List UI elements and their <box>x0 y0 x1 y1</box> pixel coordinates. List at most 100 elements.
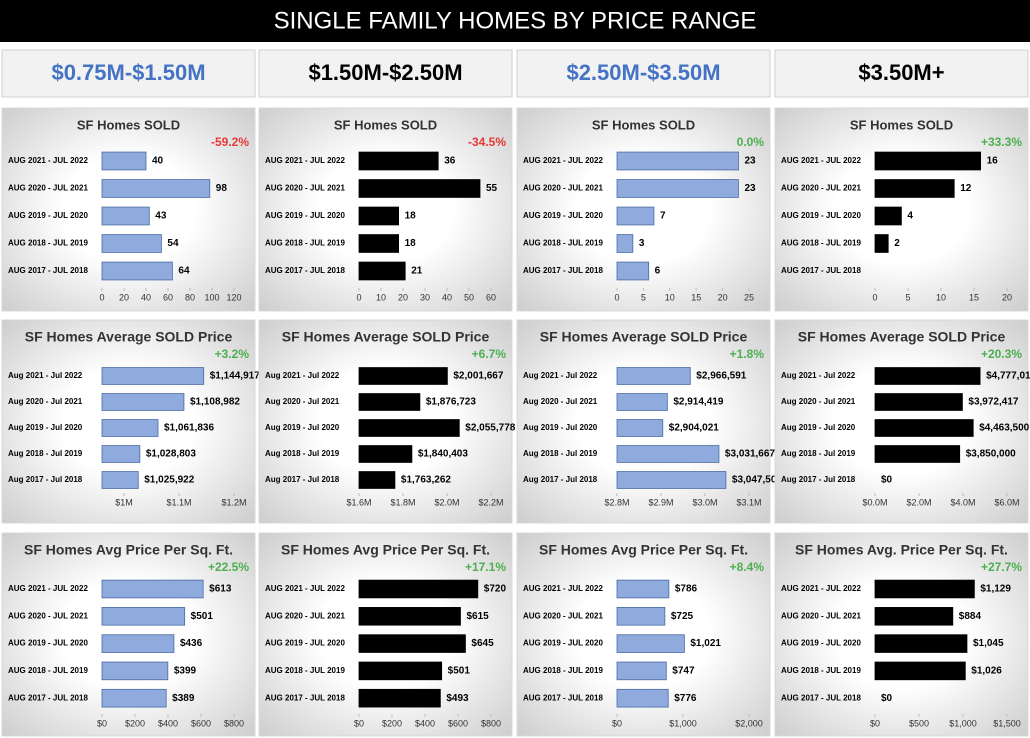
x-tick-label: $0 <box>97 718 107 728</box>
category-label: AUG 2017 - JUL 2018 <box>781 693 861 702</box>
value-label: $3,047,500 <box>732 475 782 486</box>
category-label: AUG 2018 - JUL 2019 <box>781 239 861 248</box>
value-label: 6 <box>655 266 661 277</box>
category-label: AUG 2017 - JUL 2018 <box>781 266 861 275</box>
bar <box>358 445 413 463</box>
bar <box>616 179 739 198</box>
x-tick-label: 40 <box>442 292 452 302</box>
title-bar <box>0 0 1030 42</box>
category-label: AUG 2021 - JUL 2022 <box>781 584 861 593</box>
bar <box>616 471 727 489</box>
bar <box>616 419 664 437</box>
bar <box>358 367 448 385</box>
bar <box>616 151 739 171</box>
value-label: 12 <box>960 183 972 194</box>
category-label: Aug 2018 - Jul 2019 <box>781 449 856 458</box>
x-tick-label: $600 <box>448 718 468 728</box>
bar <box>101 579 204 599</box>
category-label: AUG 2019 - JUL 2020 <box>265 639 345 648</box>
category-label: Aug 2020 - Jul 2021 <box>523 397 598 406</box>
x-tick-label: 10 <box>936 292 946 302</box>
x-tick-label: 60 <box>163 292 173 302</box>
bar <box>616 607 666 626</box>
category-label: AUG 2020 - JUL 2021 <box>8 611 88 620</box>
column-header: $0.75M-$1.50M <box>51 60 205 85</box>
bar <box>101 151 147 171</box>
bar <box>616 445 720 463</box>
value-label: $1,061,836 <box>164 423 214 434</box>
change-annotation: +22.5% <box>208 560 249 574</box>
bar <box>616 261 650 281</box>
category-label: Aug 2019 - Jul 2020 <box>8 423 83 432</box>
x-tick-label: 0 <box>872 292 877 302</box>
bar <box>874 234 889 253</box>
category-label: AUG 2017 - JUL 2018 <box>265 693 345 702</box>
bar <box>101 367 205 385</box>
value-label: $0 <box>881 475 893 486</box>
x-tick-label: 60 <box>486 292 496 302</box>
category-label: Aug 2021 - Jul 2022 <box>781 371 856 380</box>
value-label: $613 <box>209 584 232 595</box>
bar <box>616 367 691 385</box>
bar <box>874 367 981 385</box>
x-tick-label: $0 <box>612 718 622 728</box>
category-label: AUG 2017 - JUL 2018 <box>8 693 88 702</box>
category-label: AUG 2019 - JUL 2020 <box>8 211 88 220</box>
value-label: $1,840,403 <box>418 449 468 460</box>
x-tick-label: $600 <box>191 718 211 728</box>
value-label: 23 <box>744 156 756 167</box>
bar <box>616 579 670 599</box>
bar <box>101 471 139 489</box>
value-label: $1,021 <box>690 638 721 649</box>
x-tick-label: 100 <box>204 292 219 302</box>
value-label: 4 <box>907 211 913 222</box>
bar <box>874 579 975 599</box>
x-tick-label: $1,500 <box>993 718 1021 728</box>
value-label: $2,966,591 <box>696 371 746 382</box>
x-tick-label: $2.8M <box>604 497 629 507</box>
x-tick-label: $2.0M <box>906 497 931 507</box>
x-tick-label: $0 <box>870 718 880 728</box>
value-label: $720 <box>484 584 507 595</box>
bar <box>101 179 211 198</box>
value-label: 7 <box>660 211 666 222</box>
x-tick-label: 120 <box>226 292 241 302</box>
page-title: SINGLE FAMILY HOMES BY PRICE RANGE <box>274 7 757 34</box>
change-annotation: +27.7% <box>981 560 1022 574</box>
bar <box>101 607 186 626</box>
x-tick-label: $2.9M <box>648 497 673 507</box>
category-label: AUG 2018 - JUL 2019 <box>265 666 345 675</box>
chart-title: SF Homes SOLD <box>77 117 180 132</box>
column-header: $1.50M-$2.50M <box>308 60 462 85</box>
bar <box>101 419 159 437</box>
chart-title: SF Homes Average SOLD Price <box>25 329 233 345</box>
chart-title: SF Homes SOLD <box>850 117 953 132</box>
chart-title: SF Homes Avg Price Per Sq. Ft. <box>539 542 748 558</box>
x-tick-label: $200 <box>382 718 402 728</box>
bar <box>874 661 966 681</box>
category-label: AUG 2017 - JUL 2018 <box>265 266 345 275</box>
x-tick-label: $1.1M <box>166 497 191 507</box>
change-annotation: +1.8% <box>730 347 765 361</box>
x-tick-label: 20 <box>1002 292 1012 302</box>
category-label: AUG 2018 - JUL 2019 <box>523 239 603 248</box>
bar <box>616 206 655 226</box>
x-tick-label: $2.2M <box>478 497 503 507</box>
x-tick-label: $3.0M <box>692 497 717 507</box>
value-label: $3,031,667 <box>725 449 775 460</box>
chart-title: SF Homes Avg Price Per Sq. Ft. <box>281 542 490 558</box>
x-tick-label: 50 <box>464 292 474 302</box>
category-label: Aug 2017 - Jul 2018 <box>781 475 856 484</box>
value-label: $2,001,667 <box>453 371 503 382</box>
value-label: $2,904,021 <box>669 423 719 434</box>
x-tick-label: 0 <box>99 292 104 302</box>
category-label: AUG 2019 - JUL 2020 <box>265 211 345 220</box>
column-header-box <box>774 49 1029 98</box>
x-tick-label: $6.0M <box>994 497 1019 507</box>
bar <box>358 393 421 411</box>
category-label: AUG 2020 - JUL 2021 <box>523 184 603 193</box>
category-label: Aug 2017 - Jul 2018 <box>265 475 340 484</box>
bar <box>358 471 396 489</box>
value-label: $1,144,917 <box>210 371 260 382</box>
category-label: AUG 2020 - JUL 2021 <box>781 184 861 193</box>
